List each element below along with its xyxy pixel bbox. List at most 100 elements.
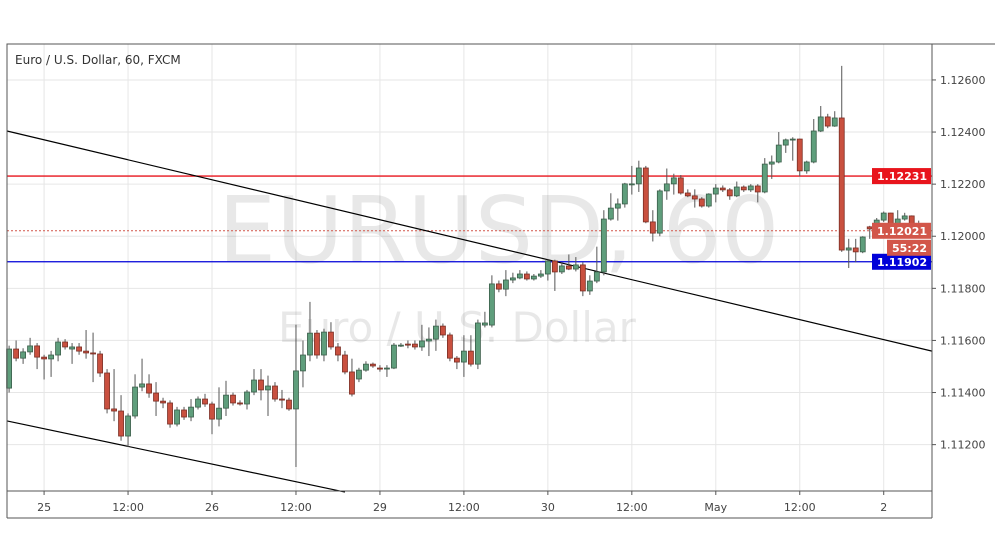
countdown-label: 55:22: [892, 242, 927, 255]
candle-down: [104, 369, 110, 414]
candle-body: [768, 161, 775, 165]
candle-body: [642, 167, 649, 223]
candle-up: [69, 343, 75, 364]
candle-up: [251, 369, 257, 396]
candle-body: [237, 402, 243, 405]
candle-body: [153, 392, 159, 402]
candle-body: [635, 167, 642, 185]
candle-body: [852, 247, 859, 253]
candle-body: [838, 117, 845, 251]
time-tick-label: 12:00: [448, 501, 480, 514]
candle-body: [90, 352, 96, 355]
time-tick-label: 12:00: [784, 501, 816, 514]
candle-body: [579, 264, 586, 292]
candle-body: [551, 260, 558, 273]
candle-down: [118, 395, 124, 441]
candle-up: [747, 184, 754, 192]
candle-up: [558, 262, 565, 275]
candle-body: [461, 350, 467, 363]
candle-body: [83, 350, 89, 354]
candle-body: [691, 195, 698, 200]
candle-body: [747, 185, 754, 191]
candle-body: [314, 332, 320, 356]
candle-body: [621, 183, 628, 205]
candle-body: [48, 354, 54, 360]
candle-body: [866, 226, 873, 230]
candle-body: [230, 394, 236, 404]
resistance-price-tag: [872, 168, 931, 185]
candle-down: [405, 340, 411, 349]
candle-up: [55, 337, 61, 362]
candle-down: [34, 343, 40, 370]
candle-down: [160, 397, 166, 409]
candle-body: [684, 192, 691, 197]
candle-up: [488, 275, 495, 328]
candle-body: [223, 394, 229, 409]
candle-body: [13, 348, 19, 359]
price-tick-label: 1.12000: [940, 230, 986, 243]
candle-up: [663, 168, 670, 200]
candle-down: [495, 280, 502, 293]
candle-body: [111, 408, 117, 412]
candle-up: [789, 137, 796, 161]
candle-body: [447, 334, 453, 359]
candle-up: [593, 246, 600, 284]
trendlines[interactable]: [6, 130, 933, 493]
candle-body: [356, 369, 362, 380]
candle-down: [838, 65, 845, 252]
candle-up: [831, 111, 838, 127]
candle-body: [712, 187, 719, 195]
candle-up: [600, 210, 607, 276]
time-axis[interactable]: 25 12:00 26 12:00 29 12:00 30 12:00 May 12:00 2: [37, 491, 887, 514]
candle-up: [670, 173, 677, 195]
candle-down: [565, 254, 572, 271]
price-tick-label: 1.11200: [940, 439, 986, 452]
candle-body: [370, 363, 376, 367]
candle-body: [167, 402, 173, 425]
candle-body: [845, 247, 852, 251]
candle-down: [153, 382, 159, 416]
candle-down: [202, 393, 208, 407]
candle-up: [216, 387, 222, 427]
candle-up: [223, 380, 229, 416]
candle-body: [202, 398, 208, 405]
candle-up: [20, 348, 26, 364]
candle-up: [188, 399, 194, 422]
candle-down: [181, 406, 187, 420]
price-tick-label: 1.11800: [940, 282, 986, 295]
candle-body: [607, 207, 614, 220]
candle-down: [754, 184, 761, 203]
candle-body: [125, 415, 131, 437]
candle-body: [398, 344, 404, 347]
candle-body: [782, 139, 789, 146]
candle-up: [621, 182, 628, 208]
candle-up: [530, 274, 537, 281]
candle-up: [901, 212, 908, 221]
time-tick-label: 30: [541, 501, 555, 514]
candle-down: [62, 339, 68, 350]
candle-up: [132, 374, 138, 419]
candle-down: [523, 271, 530, 281]
candle-body: [467, 350, 474, 365]
candle-down: [41, 354, 47, 380]
current-price-tag: [872, 222, 931, 239]
candle-body: [663, 183, 670, 192]
candle-up: [845, 238, 852, 269]
candle-up: [817, 105, 824, 133]
candle-down: [90, 332, 96, 383]
candle-body: [384, 367, 390, 370]
candle-down: [209, 401, 215, 435]
candle-down: [719, 185, 726, 192]
candle-up: [426, 327, 432, 357]
candle-body: [132, 386, 138, 417]
horizontal-lines[interactable]: [7, 175, 932, 263]
price-axis[interactable]: 1.12600 1.12400 1.12200 1.12000 1.11800 1.116…: [932, 74, 986, 452]
candle-up: [363, 361, 369, 372]
countdown-tag: [887, 239, 931, 256]
candle-up: [398, 343, 404, 347]
candle-body: [265, 385, 271, 391]
candle-down: [642, 165, 649, 224]
candle-down: [726, 188, 733, 200]
